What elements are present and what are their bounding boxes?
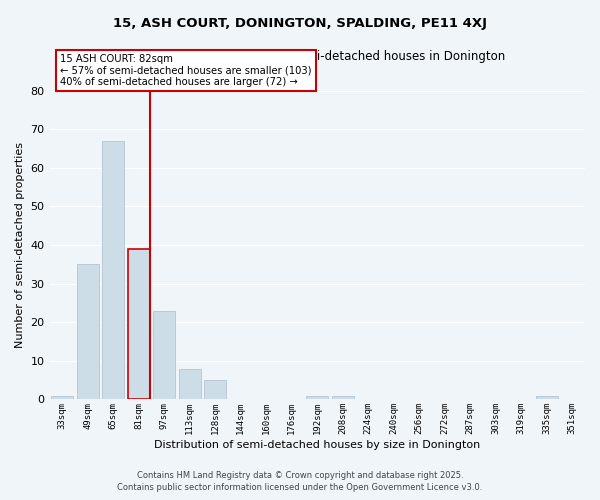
X-axis label: Distribution of semi-detached houses by size in Donington: Distribution of semi-detached houses by … [154,440,481,450]
Title: Size of property relative to semi-detached houses in Donington: Size of property relative to semi-detach… [130,50,505,63]
Bar [205,380,226,400]
Bar [307,396,328,400]
Bar [103,140,124,400]
Text: 15, ASH COURT, DONINGTON, SPALDING, PE11 4XJ: 15, ASH COURT, DONINGTON, SPALDING, PE11… [113,18,487,30]
Bar [154,310,175,400]
Y-axis label: Number of semi-detached properties: Number of semi-detached properties [15,142,25,348]
Text: 15 ASH COURT: 82sqm
← 57% of semi-detached houses are smaller (103)
40% of semi-: 15 ASH COURT: 82sqm ← 57% of semi-detach… [60,54,312,88]
Bar [128,249,149,400]
Bar [332,396,353,400]
Bar [179,368,200,400]
Bar [536,396,557,400]
Text: Contains HM Land Registry data © Crown copyright and database right 2025.
Contai: Contains HM Land Registry data © Crown c… [118,471,482,492]
Bar [77,264,98,400]
Bar [52,396,73,400]
